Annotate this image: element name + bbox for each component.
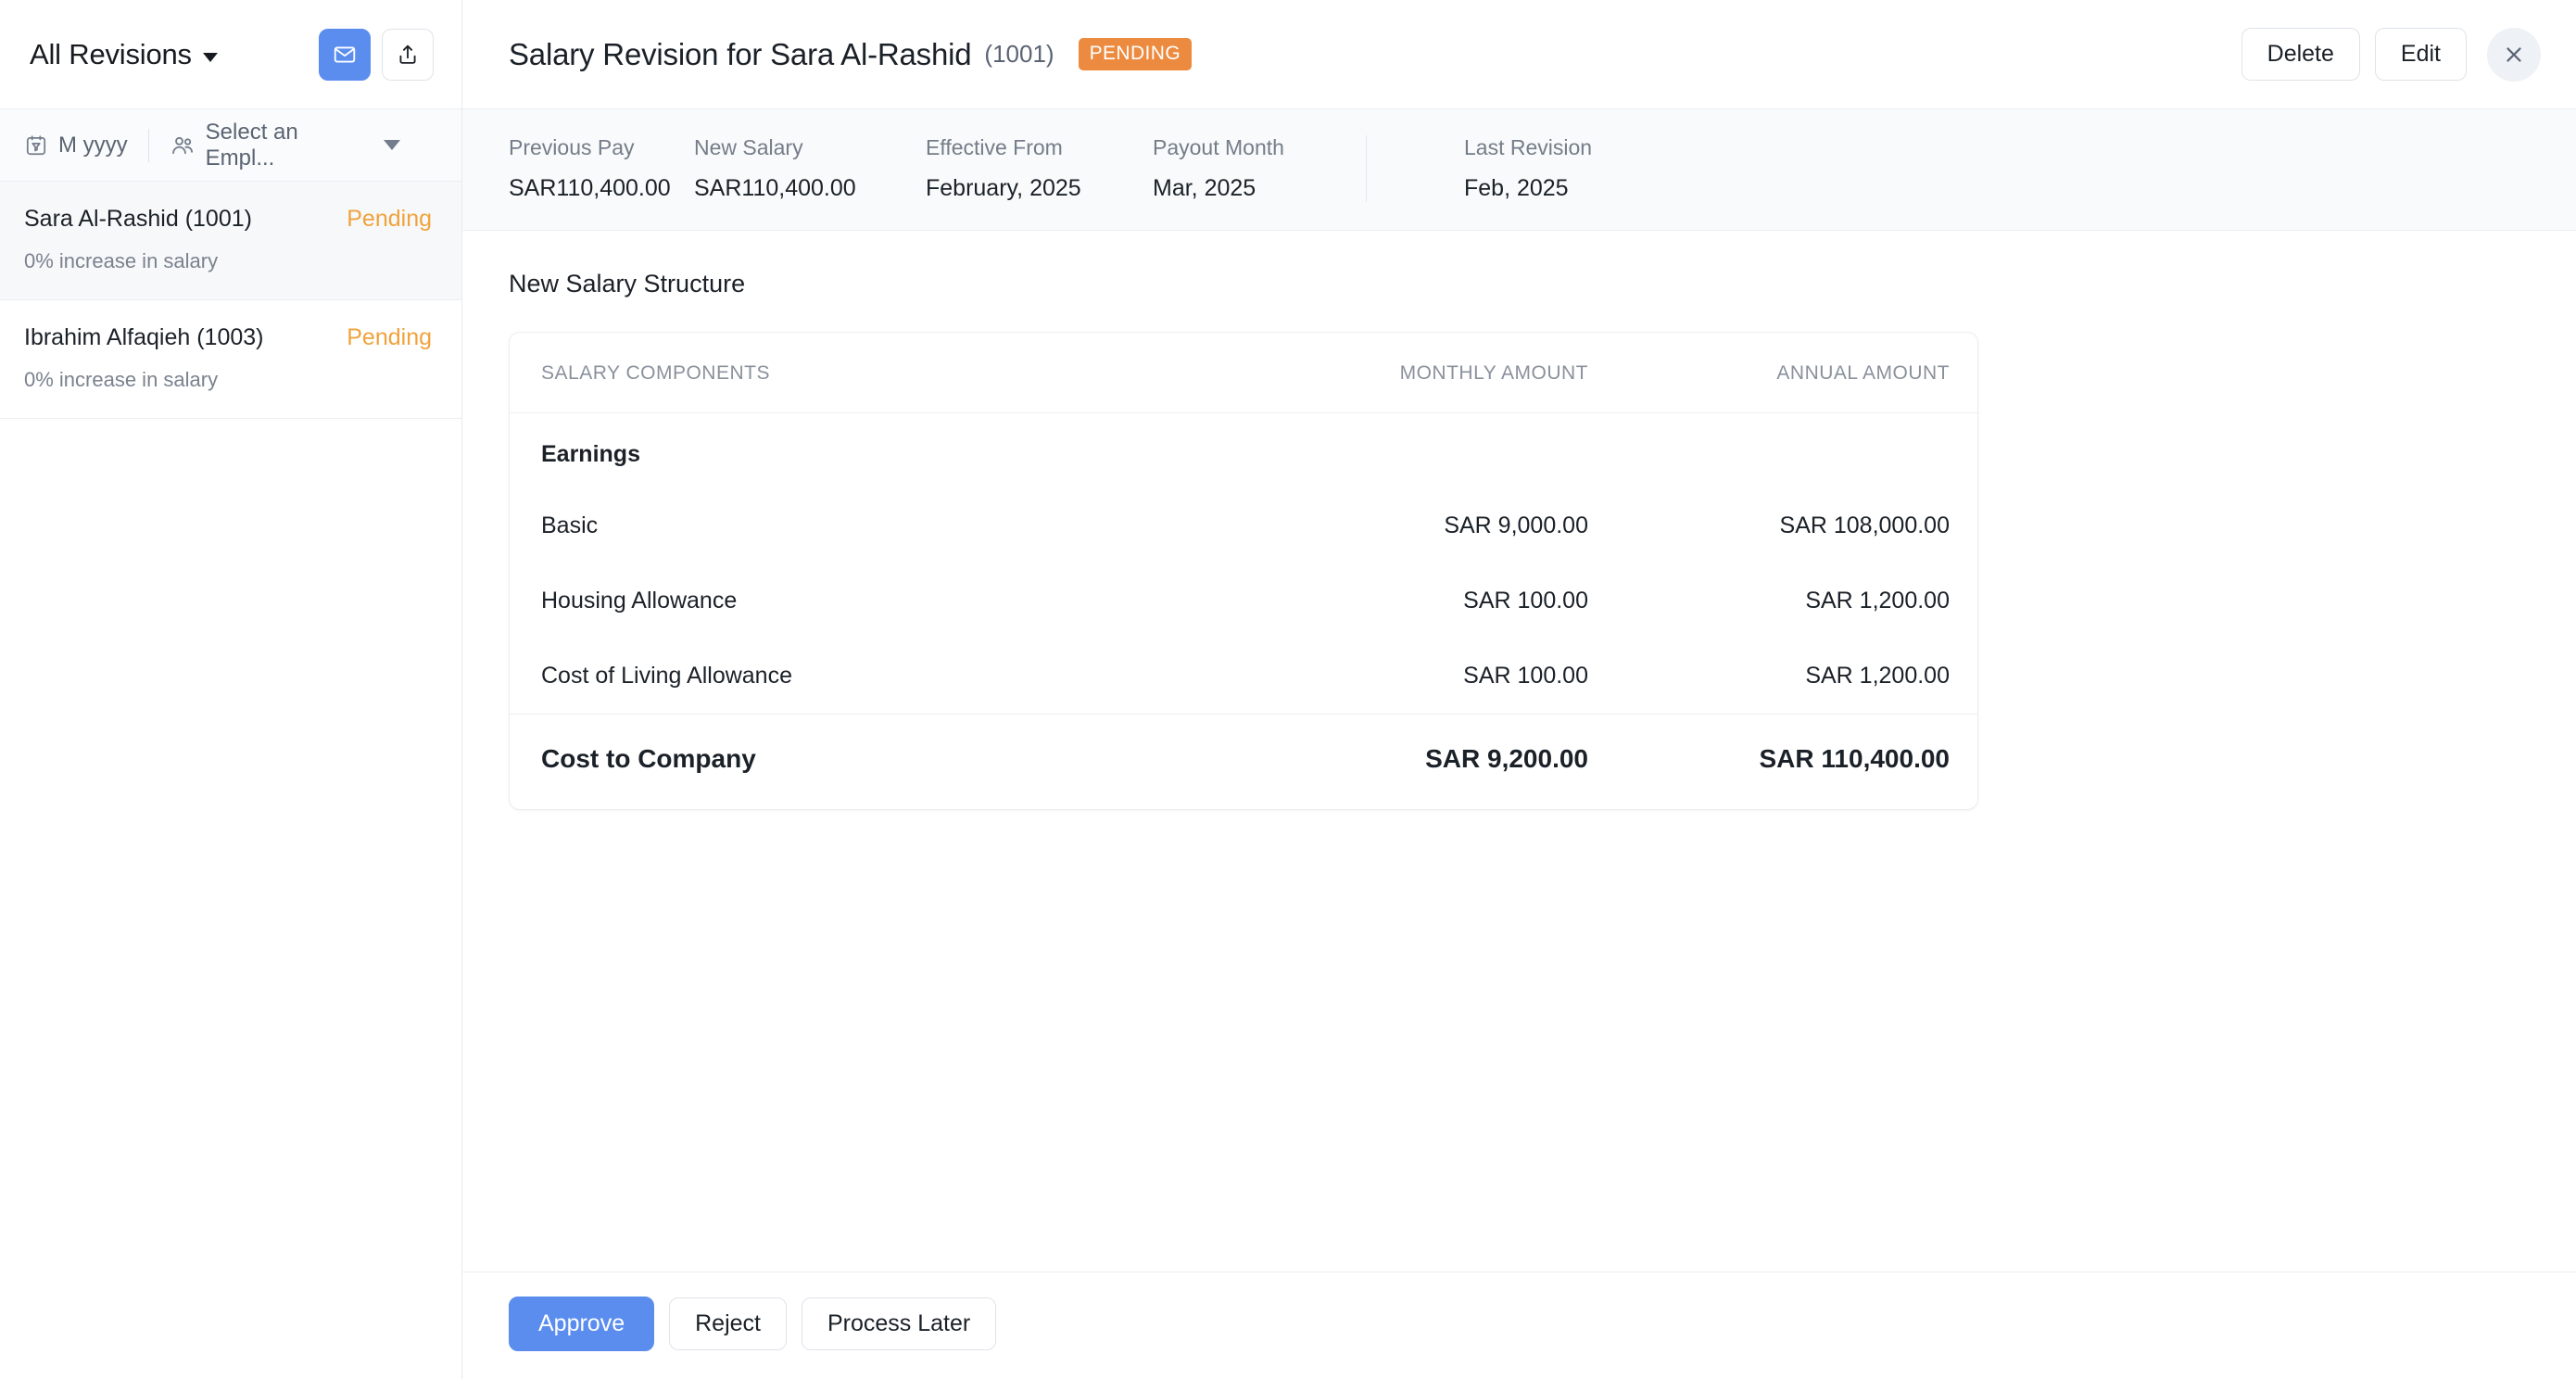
list-item-name: Ibrahim Alfaqieh (1003) [24,324,264,350]
summary-field-last-revision: Last Revision Feb, 2025 [1367,135,1612,202]
envelope-icon [334,45,356,63]
salary-table-head: SALARY COMPONENTS MONTHLY AMOUNT ANNUAL … [510,333,1977,413]
cell-component: Cost of Living Allowance [541,663,792,689]
reject-button[interactable]: Reject [669,1297,787,1350]
calendar-filter-icon [26,134,46,155]
status-badge: Pending [347,324,432,350]
summary-value: Feb, 2025 [1464,175,1569,201]
revisions-list: Sara Al-Rashid (1001) Pending 0% increas… [0,182,461,1379]
list-item-top: Ibrahim Alfaqieh (1003) Pending [24,324,432,351]
employee-filter-label: Select an Empl... [205,119,298,171]
total-label: Cost to Company [510,714,1162,809]
sidebar-filter-bar: M yyyy Select an Empl... [0,109,461,182]
column-header-annual: ANNUAL AMOUNT [1588,333,1977,413]
summary-label: New Salary [694,135,803,159]
group-monthly-empty [1162,413,1588,489]
summary-band: Previous Pay SAR110,400.00 New Salary SA… [462,109,2576,231]
page-title-group: Salary Revision for Sara Al-Rashid (1001… [509,36,1193,72]
process-later-button[interactable]: Process Later [802,1297,997,1350]
salary-structure-card: SALARY COMPONENTS MONTHLY AMOUNT ANNUAL … [509,332,1978,810]
all-revisions-dropdown[interactable]: All Revisions [30,38,218,71]
group-label-earnings: Earnings [541,441,640,467]
section-title: New Salary Structure [509,270,746,297]
table-row: Cost of Living Allowance SAR 100.00 SAR … [510,639,1977,715]
close-button[interactable] [2487,27,2541,82]
table-header-row: SALARY COMPONENTS MONTHLY AMOUNT ANNUAL … [510,333,1977,413]
filter-divider [147,128,149,162]
salary-table: SALARY COMPONENTS MONTHLY AMOUNT ANNUAL … [510,333,1977,809]
salary-table-body: Earnings Basic SAR 9,000.00 SAR 108,000.… [510,413,1977,809]
action-footer: Approve Reject Process Later [462,1271,2576,1379]
summary-value: February, 2025 [926,175,1081,201]
close-x-icon [2507,46,2521,62]
revisions-sidebar: All Revisions [0,0,462,1379]
summary-value: SAR110,400.00 [509,175,671,201]
summary-field-previous-pay: Previous Pay SAR110,400.00 [462,135,694,202]
column-header-monthly: MONTHLY AMOUNT [1162,333,1588,413]
detail-header-actions: Delete Edit [2241,27,2541,82]
cell-monthly: SAR 9,000.00 [1444,512,1588,538]
chevron-down-icon [384,140,400,150]
approve-button[interactable]: Approve [509,1297,655,1351]
list-item-subtitle: 0% increase in salary [24,249,219,272]
email-button[interactable] [319,28,371,81]
cell-annual: SAR 1,200.00 [1805,588,1950,614]
share-button[interactable] [382,28,434,81]
share-upload-icon [399,44,416,64]
cell-annual: SAR 1,200.00 [1805,663,1950,689]
table-row: Housing Allowance SAR 100.00 SAR 1,200.0… [510,563,1977,639]
detail-content: New Salary Structure SALARY COMPONENTS M… [462,231,2576,1271]
total-monthly: SAR 9,200.00 [1162,714,1588,809]
summary-field-effective-from: Effective From February, 2025 [926,135,1153,202]
table-group-row: Earnings [510,413,1977,489]
cell-annual: SAR 108,000.00 [1779,512,1950,538]
total-annual: SAR 110,400.00 [1588,714,1977,809]
summary-label: Previous Pay [509,135,635,159]
list-item-top: Sara Al-Rashid (1001) Pending [24,206,432,233]
list-item-subtitle: 0% increase in salary [24,368,219,391]
summary-label: Effective From [926,135,1063,159]
cell-monthly: SAR 100.00 [1463,663,1588,689]
sidebar-title: All Revisions [30,37,192,70]
cell-component: Housing Allowance [541,588,738,614]
sidebar-header-actions [319,28,434,81]
detail-header: Salary Revision for Sara Al-Rashid (1001… [462,0,2576,109]
table-row: Basic SAR 9,000.00 SAR 108,000.00 [510,488,1977,563]
delete-button[interactable]: Delete [2241,28,2360,81]
list-item[interactable]: Ibrahim Alfaqieh (1003) Pending 0% incre… [0,300,461,419]
edit-button[interactable]: Edit [2374,28,2467,81]
people-icon [171,136,193,154]
date-filter[interactable]: M yyyy [24,133,148,158]
detail-panel: Salary Revision for Sara Al-Rashid (1001… [462,0,2576,1379]
employee-filter[interactable]: Select an Empl... [149,120,441,171]
summary-field-payout-month: Payout Month Mar, 2025 [1153,135,1358,202]
status-badge: Pending [347,206,432,232]
cell-monthly: SAR 100.00 [1463,588,1588,614]
column-header-components: SALARY COMPONENTS [510,333,1162,413]
summary-label: Payout Month [1153,135,1284,159]
summary-value: SAR110,400.00 [694,175,856,201]
date-filter-label: M yyyy [58,132,128,158]
status-badge: PENDING [1078,38,1193,70]
summary-divider [1366,135,1367,202]
summary-value: Mar, 2025 [1153,175,1256,201]
summary-field-new-salary: New Salary SAR110,400.00 [694,135,926,202]
page-title: Salary Revision for Sara Al-Rashid [509,36,972,71]
cell-component: Basic [541,512,599,538]
chevron-down-icon [202,52,218,62]
sidebar-header: All Revisions [0,0,461,109]
list-item[interactable]: Sara Al-Rashid (1001) Pending 0% increas… [0,182,461,300]
table-total-row: Cost to Company SAR 9,200.00 SAR 110,400… [510,714,1977,809]
group-annual-empty [1588,413,1977,489]
page-title-employee-id: (1001) [984,40,1054,68]
list-item-name: Sara Al-Rashid (1001) [24,206,252,232]
summary-label: Last Revision [1464,135,1593,159]
